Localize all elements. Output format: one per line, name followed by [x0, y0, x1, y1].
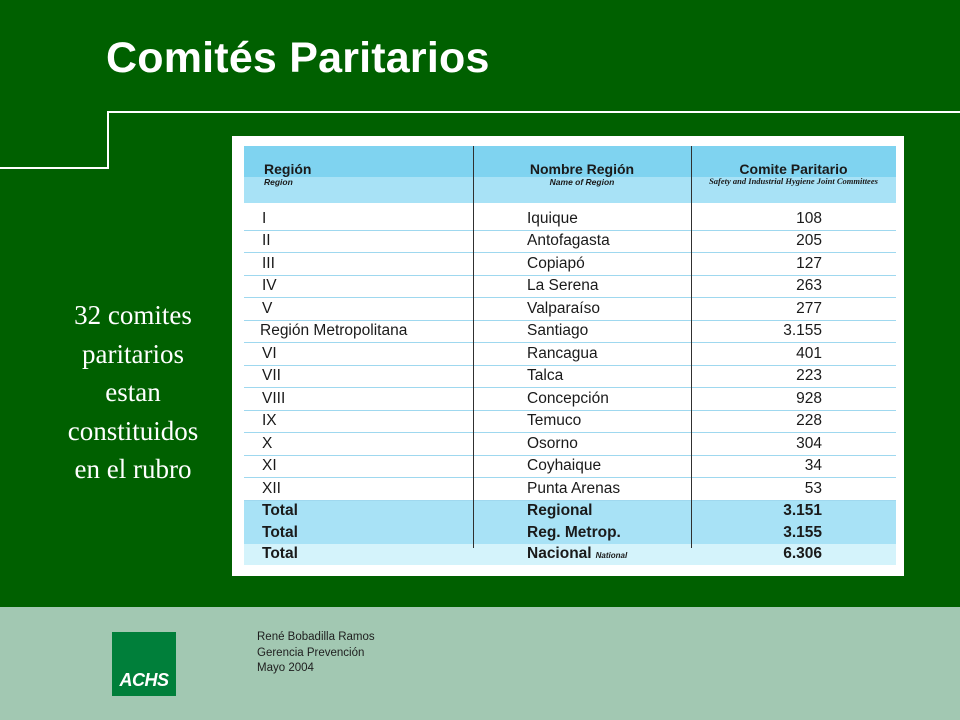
- cell-nombre: Antofagasta: [473, 230, 691, 253]
- cell-region: V: [244, 297, 473, 321]
- cell-region: Región Metropolitana: [244, 320, 473, 343]
- side-text-line: paritarios: [82, 338, 184, 369]
- total-nombre-text: Regional: [527, 502, 593, 520]
- total-label: Total: [244, 500, 473, 522]
- cell-region: X: [244, 432, 473, 456]
- cell-valor: 53: [691, 477, 896, 501]
- cell-nombre: Osorno: [473, 432, 691, 456]
- table-body: I Iquique 108 II Antofagasta 205 III Copiapó 127…: [244, 208, 896, 565]
- cell-valor: 263: [691, 275, 896, 298]
- cell-valor: 223: [691, 365, 896, 388]
- side-text-line: 32 comites: [74, 300, 192, 330]
- frame-line-top: [108, 111, 960, 113]
- total-nombre: Nacional National: [473, 543, 691, 565]
- header-nombre: Nombre Región: [473, 146, 691, 177]
- cell-region: VII: [244, 365, 473, 388]
- cell-valor: 3.155: [691, 320, 896, 343]
- table-row: XI Coyhaique 34: [244, 455, 896, 478]
- cell-valor: 928: [691, 387, 896, 411]
- cell-region: IV: [244, 275, 473, 298]
- table-row: V Valparaíso 277: [244, 297, 896, 321]
- cell-valor: 277: [691, 297, 896, 321]
- cell-nombre: Coyhaique: [473, 455, 691, 478]
- logo-text: ACHS: [119, 670, 169, 690]
- total-nombre-en: National: [595, 551, 628, 561]
- comites-table: Región Nombre Región Comite Paritario Re…: [244, 146, 896, 565]
- footer-author: René Bobadilla Ramos: [257, 631, 375, 643]
- cell-valor: 228: [691, 410, 896, 433]
- footer-date: Mayo 2004: [257, 662, 314, 674]
- total-valor: 3.155: [691, 522, 896, 544]
- footer-info: René Bobadilla Ramos Gerencia Prevención…: [257, 630, 375, 677]
- cell-valor: 108: [691, 208, 896, 231]
- cell-nombre: Temuco: [473, 410, 691, 433]
- side-text-line: estan: [105, 377, 161, 407]
- table-row: III Copiapó 127: [244, 252, 896, 276]
- side-text: 32 comites paritarios estan constituidos…: [50, 296, 216, 489]
- cell-nombre: Iquique: [473, 208, 691, 231]
- footer-department: Gerencia Prevención: [257, 646, 365, 659]
- achs-logo: ACHS: [112, 632, 176, 696]
- table-total-row: Total Regional 3.151: [244, 500, 896, 522]
- frame-line-vertical: [107, 111, 109, 169]
- total-valor: 3.151: [691, 500, 896, 522]
- side-text-line: constituidos: [67, 415, 199, 446]
- total-nombre: Regional: [473, 500, 691, 522]
- cell-region: IX: [244, 410, 473, 433]
- cell-nombre: Rancagua: [473, 342, 691, 366]
- cell-valor: 401: [691, 342, 896, 366]
- subheader-nombre: Name of Region: [473, 177, 691, 203]
- cell-region: XII: [244, 477, 473, 501]
- total-nombre: Reg. Metrop.: [473, 522, 691, 544]
- total-label: Total: [244, 522, 473, 544]
- table-subheader-row: Region Name of Region Safety and Industr…: [244, 177, 896, 203]
- table-total-row: Total Reg. Metrop. 3.155: [244, 522, 896, 544]
- table-row: IV La Serena 263: [244, 275, 896, 298]
- header-comite: Comite Paritario: [691, 146, 896, 177]
- subheader-region: Region: [244, 177, 473, 203]
- table-row: VII Talca 223: [244, 365, 896, 388]
- cell-region: II: [244, 230, 473, 253]
- cell-valor: 34: [691, 455, 896, 478]
- cell-nombre: Punta Arenas: [473, 477, 691, 501]
- column-divider-1: [473, 146, 474, 548]
- table-row: I Iquique 108: [244, 208, 896, 231]
- cell-region: XI: [244, 455, 473, 478]
- cell-region: III: [244, 252, 473, 276]
- cell-nombre: Copiapó: [473, 252, 691, 276]
- header-region: Región: [244, 146, 473, 177]
- table-row: IX Temuco 228: [244, 410, 896, 433]
- cell-nombre: Valparaíso: [473, 297, 691, 321]
- cell-nombre: La Serena: [473, 275, 691, 298]
- cell-region: VI: [244, 342, 473, 366]
- comites-table-card: Región Nombre Región Comite Paritario Re…: [232, 136, 904, 576]
- table-total-row: Total Nacional National 6.306: [244, 543, 896, 565]
- cell-nombre: Talca: [473, 365, 691, 388]
- table-row: II Antofagasta 205: [244, 230, 896, 253]
- cell-region: VIII: [244, 387, 473, 411]
- table-row: XII Punta Arenas 53: [244, 477, 896, 501]
- subheader-comite: Safety and Industrial Hygiene Joint Comm…: [691, 177, 896, 203]
- side-text-line: en el rubro: [74, 454, 192, 484]
- cell-nombre: Concepción: [473, 387, 691, 411]
- slide-title: Comités Paritarios: [106, 34, 490, 82]
- total-label: Total: [244, 543, 473, 565]
- cell-nombre: Santiago: [473, 320, 691, 343]
- total-valor: 6.306: [691, 543, 896, 565]
- total-nombre-text: Reg. Metrop.: [527, 523, 621, 541]
- cell-region: I: [244, 208, 473, 231]
- frame-line-left: [0, 167, 109, 169]
- table-row: VI Rancagua 401: [244, 342, 896, 366]
- table-row: Región Metropolitana Santiago 3.155: [244, 320, 896, 343]
- table-row: VIII Concepción 928: [244, 387, 896, 411]
- cell-valor: 304: [691, 432, 896, 456]
- table-header-row: Región Nombre Región Comite Paritario: [244, 146, 896, 177]
- table-row: X Osorno 304: [244, 432, 896, 456]
- cell-valor: 205: [691, 230, 896, 253]
- total-nombre-text: Nacional: [527, 545, 592, 563]
- cell-valor: 127: [691, 252, 896, 276]
- column-divider-2: [691, 146, 692, 548]
